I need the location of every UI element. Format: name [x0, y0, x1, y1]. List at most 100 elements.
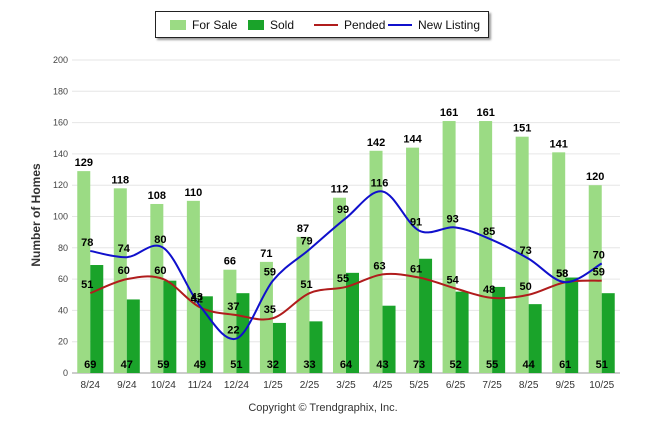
line-new-listing [90, 190, 603, 340]
data-label-pended: 63 [373, 260, 385, 272]
data-label-new-listing: 80 [154, 234, 166, 246]
bar-sold [272, 322, 286, 373]
data-label-pended: 42 [191, 293, 203, 305]
legend-swatch-new-listing [388, 23, 412, 26]
data-label-sold: 33 [303, 359, 315, 371]
y-tick-label: 160 [53, 118, 68, 128]
y-axis-label: Number of Homes [29, 163, 43, 267]
legend-label-new-listing: New Listing [418, 17, 481, 32]
data-label-pended: 48 [483, 284, 495, 296]
data-label-new-listing: 58 [556, 268, 568, 280]
data-label-pended: 37 [227, 301, 239, 313]
line-pended [89, 272, 602, 321]
data-label-new-listing: 59 [264, 267, 276, 279]
legend-swatch-pended [314, 23, 338, 26]
bar-for-sale [479, 121, 493, 373]
data-label-sold: 64 [340, 359, 353, 371]
data-label-for-sale: 108 [148, 190, 166, 202]
data-label-new-listing: 79 [300, 235, 312, 247]
data-label-pended: 55 [337, 273, 349, 285]
data-label-for-sale: 118 [111, 174, 129, 186]
data-label-sold: 47 [121, 359, 133, 371]
bar-sold [565, 277, 579, 373]
bar-for-sale [223, 269, 237, 373]
data-label-pended: 35 [264, 304, 276, 316]
data-label-sold: 32 [267, 359, 279, 371]
y-tick-label: 120 [53, 180, 68, 190]
bar-sold [492, 286, 506, 373]
data-label-sold: 49 [194, 359, 206, 371]
bar-sold [199, 296, 213, 373]
data-label-for-sale: 141 [550, 138, 568, 150]
data-label-sold: 55 [486, 359, 498, 371]
data-label-pended: 58 [556, 268, 568, 280]
data-label-sold: 43 [376, 359, 388, 371]
x-tick-label: 7/25 [482, 380, 502, 391]
data-label-for-sale: 161 [476, 107, 494, 119]
y-tick-label: 20 [58, 337, 68, 347]
data-label-new-listing: 70 [593, 249, 605, 261]
data-label-for-sale: 129 [75, 157, 93, 169]
data-label-new-listing: 91 [410, 217, 422, 229]
data-label-new-listing: 78 [81, 237, 93, 249]
legend-label-pended: Pended [344, 17, 386, 32]
data-label-sold: 51 [596, 359, 608, 371]
x-tick-label: 8/24 [81, 380, 101, 391]
data-label-for-sale: 112 [331, 184, 349, 196]
bar-sold [528, 304, 542, 373]
legend-item-pended[interactable]: Pended [314, 12, 385, 37]
bar-sold [346, 272, 359, 373]
data-label-pended: 60 [154, 265, 166, 277]
x-tick-label: 6/25 [446, 380, 466, 391]
bar-sold [601, 293, 615, 373]
data-label-new-listing: 74 [118, 243, 131, 255]
data-label-new-listing: 22 [227, 325, 239, 337]
legend-item-sold[interactable]: Sold [248, 12, 294, 37]
x-tick-label: 8/25 [519, 380, 539, 391]
data-label-pended: 51 [81, 279, 93, 291]
y-tick-label: 60 [58, 274, 68, 284]
data-label-for-sale: 71 [260, 248, 272, 260]
x-tick-label: 5/25 [409, 380, 429, 391]
data-label-sold: 44 [523, 359, 536, 371]
data-label-new-listing: 93 [446, 213, 458, 225]
legend-item-new-listing[interactable]: New Listing [388, 12, 480, 37]
legend-label-for-sale: For Sale [192, 17, 238, 32]
y-tick-label: 200 [53, 55, 68, 65]
bar-for-sale [333, 197, 346, 373]
bar-sold [309, 321, 323, 373]
bar-for-sale [186, 200, 200, 373]
bar-sold [382, 305, 396, 373]
bar-for-sale [150, 203, 164, 373]
data-label-pended: 61 [410, 264, 422, 276]
x-tick-label: 10/24 [151, 380, 176, 391]
x-tick-label: 1/25 [263, 380, 283, 391]
data-label-sold: 51 [230, 359, 242, 371]
data-label-for-sale: 144 [403, 134, 422, 146]
bar-for-sale [552, 152, 566, 373]
bar-sold [455, 291, 469, 373]
data-label-pended: 60 [118, 265, 130, 277]
data-label-new-listing: 85 [483, 226, 495, 238]
x-tick-label: 9/25 [555, 380, 575, 391]
data-label-sold: 61 [559, 359, 571, 371]
data-label-pended: 59 [593, 267, 605, 279]
data-label-for-sale: 87 [297, 223, 309, 235]
data-label-new-listing: 73 [520, 245, 532, 257]
bar-sold [126, 299, 140, 373]
legend-label-sold: Sold [270, 17, 295, 32]
data-label-for-sale: 110 [184, 187, 202, 199]
data-label-for-sale: 120 [586, 171, 604, 183]
x-tick-label: 12/24 [224, 380, 249, 391]
bar-for-sale [259, 261, 273, 373]
bar-for-sale [296, 236, 310, 373]
bar-sold [419, 258, 433, 373]
legend-item-for-sale[interactable]: For Sale [170, 12, 237, 37]
data-label-pended: 50 [520, 281, 532, 293]
data-label-new-listing: 116 [371, 177, 389, 189]
data-label-for-sale: 142 [367, 137, 385, 149]
x-tick-label: 4/25 [373, 380, 393, 391]
legend-swatch-for-sale [170, 19, 186, 30]
y-tick-label: 40 [58, 305, 68, 315]
